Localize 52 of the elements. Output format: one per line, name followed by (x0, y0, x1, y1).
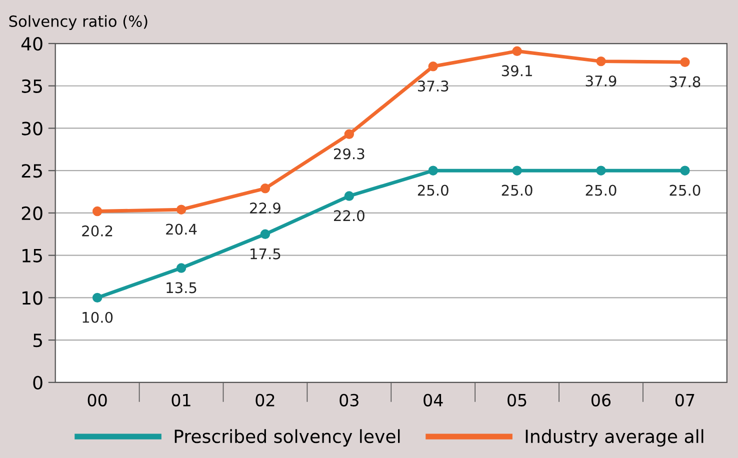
data-label: 13.5 (166, 282, 196, 294)
point (92, 206, 102, 216)
data-label: 39.1 (502, 65, 532, 76)
y-tick-label: 40 (21, 36, 42, 51)
data-label: 37.9 (586, 75, 616, 86)
point (428, 166, 438, 176)
data-label: 25.0 (670, 184, 700, 196)
data-label: 20.4 (166, 224, 197, 235)
y-tick-label: 0 (33, 376, 42, 390)
point (260, 229, 270, 240)
x-tick-label: 01 (172, 394, 190, 406)
point (176, 204, 186, 214)
data-label: 37.8 (670, 76, 700, 88)
y-tick-label: 20 (22, 206, 42, 220)
x-tick-label: 02 (256, 394, 274, 406)
x-tick-label: 05 (508, 394, 526, 406)
point (260, 184, 270, 194)
y-tick-label: 30 (22, 122, 42, 136)
point (428, 62, 438, 72)
data-label: 22.9 (250, 202, 280, 214)
point (344, 129, 354, 140)
data-label: 20.2 (82, 225, 112, 236)
data-label: 17.5 (250, 248, 280, 260)
x-tick-label: 03 (340, 394, 358, 406)
y-tick-label: 25 (22, 164, 42, 178)
point (176, 263, 186, 273)
data-label: 37.3 (418, 80, 448, 92)
legend-label: Industry average all (526, 429, 704, 447)
y-tick-label: 35 (22, 79, 42, 93)
point (92, 292, 102, 303)
data-label: 25.0 (418, 184, 448, 196)
y-tick-label: 10 (22, 291, 42, 305)
x-tick-label: 00 (88, 394, 107, 406)
point (512, 46, 522, 56)
data-label: 22.0 (334, 210, 364, 222)
point (512, 166, 522, 176)
point (680, 57, 690, 68)
data-label: 25.0 (502, 184, 532, 196)
y-axis-title: Solvency ratio (%) (9, 15, 148, 30)
y-tick-label: 15 (22, 249, 42, 262)
x-tick-label: 07 (675, 394, 694, 406)
point (596, 56, 606, 66)
data-label: 10.0 (82, 312, 113, 323)
y-tick-label: 5 (33, 334, 42, 348)
data-label: 25.0 (586, 184, 616, 196)
point (596, 166, 606, 176)
point (344, 191, 354, 201)
data-label: 29.3 (334, 148, 364, 160)
legend-label: Prescribed solvency level (174, 429, 400, 447)
point (680, 166, 690, 176)
x-tick-label: 06 (592, 394, 611, 406)
x-tick-label: 04 (424, 394, 443, 406)
